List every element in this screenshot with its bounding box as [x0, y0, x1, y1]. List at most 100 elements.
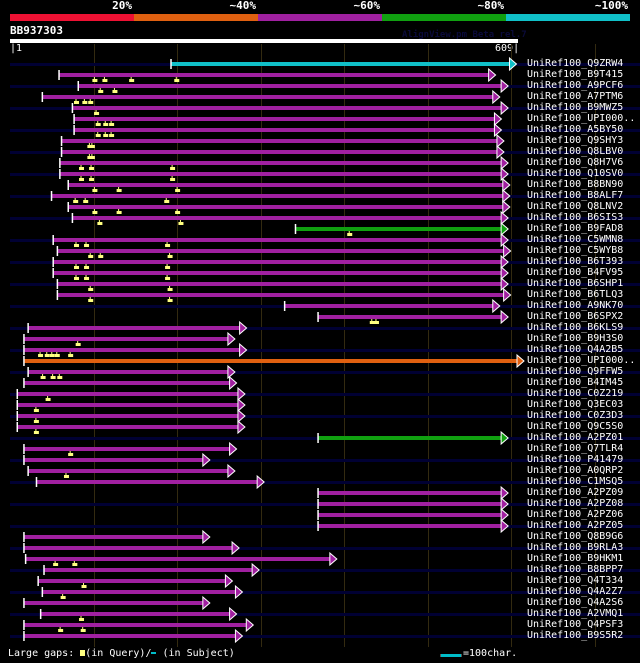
query-gap-stem: [93, 77, 95, 79]
query-gap-stem: [113, 88, 115, 90]
hit-label[interactable]: UniRef100_Q4A2Z7: [527, 586, 624, 597]
hit-label[interactable]: UniRef100_Q8LBV0: [527, 146, 624, 157]
query-gap-stem: [35, 407, 37, 409]
hit-label[interactable]: UniRef100_B9T415: [527, 69, 624, 80]
hit-label[interactable]: UniRef100_C5WYB8: [527, 245, 624, 256]
hit-label[interactable]: UniRef100_C0Z3D3: [527, 410, 624, 421]
hit-label[interactable]: UniRef100_B4FV95: [527, 267, 624, 278]
hit-label[interactable]: UniRef100_UPI000..: [527, 355, 636, 366]
query-gap-stem: [171, 176, 173, 178]
hit-label[interactable]: UniRef100_Q8LNV2: [527, 201, 624, 212]
hit-label[interactable]: UniRef100_Q10SV0: [527, 168, 624, 179]
hit-label[interactable]: UniRef100_P41479: [527, 454, 624, 465]
alignment-bar: [61, 139, 498, 143]
hit-label[interactable]: UniRef100_Q9SHY3: [527, 135, 624, 146]
hit-label[interactable]: UniRef100_A2VMQ1: [527, 608, 624, 619]
alignment-bar: [53, 271, 503, 275]
alignment-bar: [57, 293, 505, 297]
alignment-start-tick: [35, 477, 38, 487]
hit-label[interactable]: UniRef100_Q4T334: [527, 575, 624, 586]
hit-label[interactable]: UniRef100_B9MWZ5: [527, 102, 624, 113]
query-gap-marker: [84, 244, 90, 247]
hit-label[interactable]: UniRef100_Q8H7V6: [527, 157, 624, 168]
query-gap-marker: [33, 420, 39, 423]
alignment-bar: [28, 326, 241, 330]
query-gap-marker: [174, 79, 180, 82]
alignment-end-arrow: [500, 100, 509, 116]
hit-label[interactable]: UniRef100_Q7TLR4: [527, 443, 624, 454]
query-gap-stem: [88, 154, 90, 156]
hit-label[interactable]: UniRef100_B6SPX2: [527, 311, 624, 322]
hit-label[interactable]: UniRef100_Q4A2S6: [527, 597, 624, 608]
query-gap-stem: [166, 275, 168, 277]
hit-label[interactable]: UniRef100_A0QRP2: [527, 465, 624, 476]
hit-label[interactable]: UniRef100_B6SIS3: [527, 212, 624, 223]
legend-label-2: ~40%: [229, 0, 257, 12]
query-gap-stem: [89, 286, 91, 288]
alignment-start-tick: [317, 312, 319, 322]
hit-label[interactable]: UniRef100_A2PZ09: [527, 487, 624, 498]
hit-label[interactable]: UniRef100_C0Z219: [527, 388, 624, 399]
alignment-end-arrow: [516, 353, 525, 369]
hit-label[interactable]: UniRef100_A2PZ08: [527, 498, 624, 509]
footer-scale: =100char.: [463, 648, 518, 659]
hit-label[interactable]: UniRef100_Q9FFW5: [527, 366, 624, 377]
hit-label[interactable]: UniRef100_B9FAD8: [527, 223, 624, 234]
alignment-bar: [24, 546, 234, 550]
hit-label[interactable]: UniRef100_B6TLQ3: [527, 289, 624, 300]
hit-label[interactable]: UniRef100_C5WMN8: [527, 234, 624, 245]
hit-label[interactable]: UniRef100_A5BY50: [527, 124, 624, 135]
hit-label[interactable]: UniRef100_A2PZ06: [527, 509, 624, 520]
alignment-start-tick: [23, 543, 25, 553]
query-gap-stem: [75, 264, 77, 266]
hit-label[interactable]: UniRef100_C1MSQ5: [527, 476, 624, 487]
hit-label[interactable]: UniRef100_A2PZ01: [527, 432, 624, 443]
query-gap-stem: [73, 561, 75, 563]
hit-label[interactable]: UniRef100_B8ALF7: [527, 190, 624, 201]
alignment-start-tick: [43, 565, 45, 575]
row-track: [10, 613, 640, 616]
hit-label[interactable]: UniRef100_A9NK70: [527, 300, 624, 311]
hit-label[interactable]: UniRef100_A2PZ05: [527, 520, 624, 531]
hit-label[interactable]: UniRef100_A7PTM6: [527, 91, 624, 102]
alignment-start-tick: [73, 114, 75, 124]
hit-label[interactable]: UniRef100_B8BN90: [527, 179, 624, 190]
query-gap-marker: [88, 299, 94, 302]
query-gap-stem: [371, 319, 373, 321]
query-gap-stem: [83, 583, 85, 585]
hit-label[interactable]: UniRef100_B9HKM1: [527, 553, 624, 564]
query-gap-stem: [348, 231, 350, 233]
hit-label[interactable]: UniRef100_B9S5R2: [527, 630, 624, 641]
hit-label[interactable]: UniRef100_B6SHP1: [527, 278, 624, 289]
hit-label[interactable]: UniRef100_B4IM45: [527, 377, 624, 388]
alignment-bar: [24, 601, 204, 605]
hit-label[interactable]: UniRef100_Q4PSF3: [527, 619, 624, 630]
query-gap-stem: [35, 429, 37, 431]
alignment-start-tick: [23, 356, 25, 366]
hit-label[interactable]: UniRef100_B6KLS9: [527, 322, 624, 333]
alignment-bar: [318, 524, 503, 528]
hit-label[interactable]: UniRef100_B9H3S0: [527, 333, 624, 344]
query-gap-marker: [170, 178, 176, 181]
alignment-bar: [284, 304, 494, 308]
query-gap-marker: [102, 79, 108, 82]
hit-label[interactable]: UniRef100_B8BPP7: [527, 564, 624, 575]
alignment-end-arrow: [496, 133, 505, 149]
alignment-end-arrow: [502, 188, 511, 204]
hit-label[interactable]: UniRef100_Q3EC03: [527, 399, 624, 410]
alignment-end-arrow: [329, 551, 338, 567]
query-gap-stem: [62, 594, 64, 596]
hit-label[interactable]: UniRef100_A9PCF6: [527, 80, 624, 91]
hit-label[interactable]: UniRef100_UPI000..: [527, 113, 636, 124]
hit-label[interactable]: UniRef100_B9RLA3: [527, 542, 624, 553]
hit-label[interactable]: UniRef100_Q9C5S0: [527, 421, 624, 432]
hit-label[interactable]: UniRef100_B6T393: [527, 256, 624, 267]
alignment-end-arrow: [500, 221, 509, 237]
query-gap-stem: [97, 121, 99, 123]
query-gap-stem: [166, 242, 168, 244]
hit-label[interactable]: UniRef100_Q8B9G6: [527, 531, 624, 542]
hit-label[interactable]: UniRef100_Q9ZRW4: [527, 58, 624, 69]
hit-label[interactable]: UniRef100_Q4A2B5: [527, 344, 624, 355]
query-gap-marker: [84, 277, 90, 280]
alignment-bar: [17, 392, 239, 396]
